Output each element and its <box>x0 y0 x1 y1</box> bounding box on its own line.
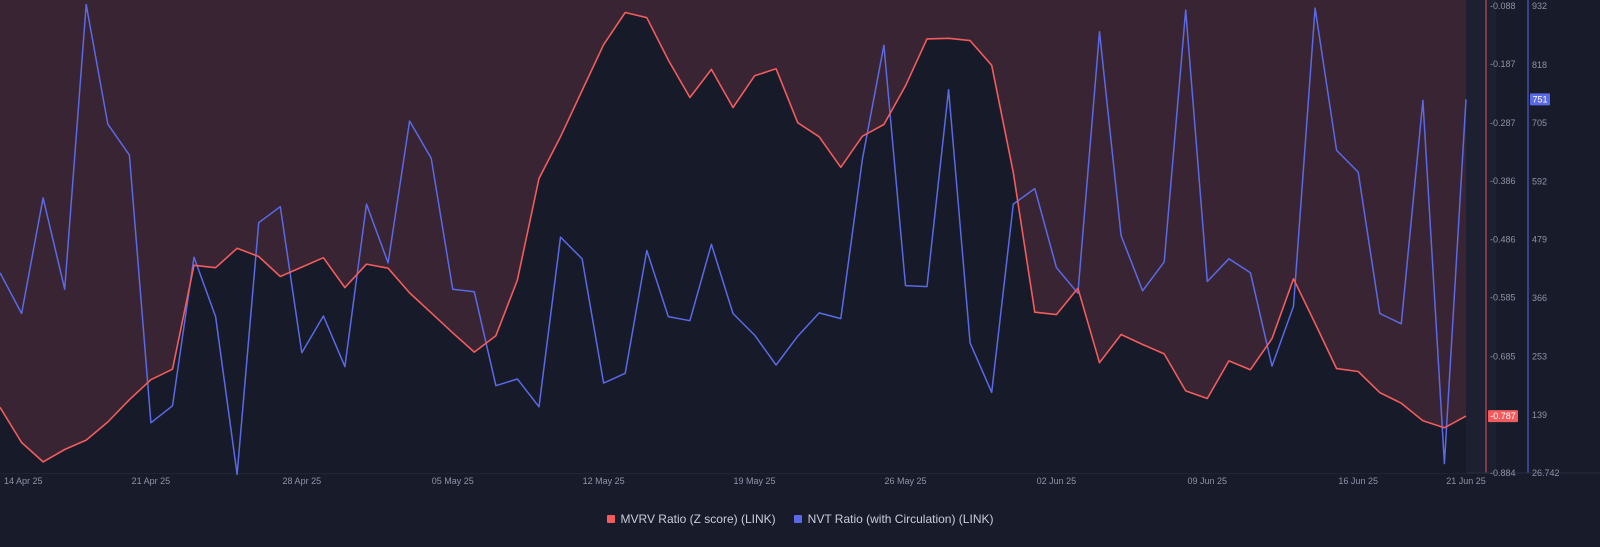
mvrv-under-fill <box>0 12 1466 473</box>
x-tick-label: 21 Apr 25 <box>132 476 171 486</box>
left-y-tick-label: -0.287 <box>1490 118 1516 128</box>
mvrv-area-fill <box>0 0 1466 462</box>
nvt-last-value-label: 751 <box>1532 94 1547 104</box>
legend-swatch-mvrv <box>606 515 615 523</box>
left-y-tick-label: -0.884 <box>1490 468 1516 478</box>
left-y-tick-label: -0.386 <box>1490 176 1516 186</box>
right-y-tick-label: 253 <box>1532 351 1547 361</box>
nvt-last-value-badge <box>1530 93 1550 106</box>
legend-label-nvt: NVT Ratio (with Circulation) (LINK) <box>807 512 994 526</box>
right-y-tick-label: 26.742 <box>1532 468 1560 478</box>
left-y-tick-label: -0.685 <box>1490 351 1516 361</box>
right-y-tick-label: 592 <box>1532 176 1547 186</box>
left-y-tick-label: -0.486 <box>1490 235 1516 245</box>
nvt-series-line <box>0 3 1467 476</box>
left-y-tick-label: -0.585 <box>1490 293 1516 303</box>
axis-panel <box>1466 0 1496 473</box>
right-y-tick-label: 366 <box>1532 293 1547 303</box>
legend-swatch-nvt <box>793 515 802 523</box>
x-tick-label: 19 May 25 <box>734 476 776 486</box>
mvrv-last-value-badge <box>1488 410 1518 423</box>
x-tick-label: 12 May 25 <box>583 476 625 486</box>
legend-item-nvt[interactable]: NVT Ratio (with Circulation) (LINK) <box>793 512 994 526</box>
x-tick-label: 05 May 25 <box>432 476 474 486</box>
legend-item-mvrv[interactable]: MVRV Ratio (Z score) (LINK) <box>606 512 776 526</box>
x-tick-label: 02 Jun 25 <box>1037 476 1077 486</box>
x-tick-label: 21 Jun 25 <box>1446 476 1486 486</box>
right-y-tick-label: 705 <box>1532 118 1547 128</box>
x-tick-label: 16 Jun 25 <box>1338 476 1378 486</box>
mvrv-series-line <box>0 11 1467 463</box>
right-y-tick-label: 479 <box>1532 235 1547 245</box>
legend-label-mvrv: MVRV Ratio (Z score) (LINK) <box>620 512 776 526</box>
right-y-tick-label: 818 <box>1532 60 1547 70</box>
left-y-tick-label: -0.088 <box>1490 1 1516 11</box>
right-y-tick-label: 139 <box>1532 410 1547 420</box>
x-tick-label: 14 Apr 25 <box>4 476 43 486</box>
x-tick-label: 09 Jun 25 <box>1188 476 1228 486</box>
right-y-tick-label: 932 <box>1532 1 1547 11</box>
x-tick-label: 28 Apr 25 <box>283 476 322 486</box>
legend: MVRV Ratio (Z score) (LINK) NVT Ratio (w… <box>0 512 1600 526</box>
x-tick-label: 26 May 25 <box>884 476 926 486</box>
mvrv-last-value-label: -0.787 <box>1490 411 1516 421</box>
left-y-tick-label: -0.187 <box>1490 59 1516 69</box>
